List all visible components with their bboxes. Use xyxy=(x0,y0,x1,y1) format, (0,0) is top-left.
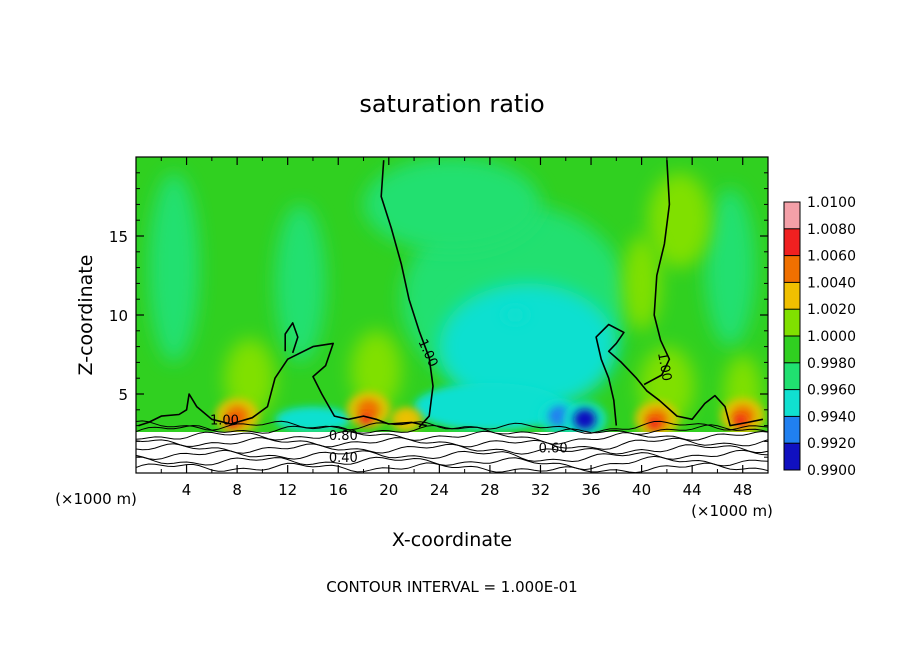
x-tick-label: 32 xyxy=(531,481,550,499)
x-tick-label: 16 xyxy=(329,481,348,499)
colorbar-label: 0.9980 xyxy=(807,356,856,372)
x-tick-label: 48 xyxy=(733,481,752,499)
colorbar-label: 0.9900 xyxy=(807,463,856,479)
colorbar-label: 0.9940 xyxy=(807,409,856,425)
colorbar-swatch xyxy=(784,336,800,363)
x-tick-label: 4 xyxy=(182,481,192,499)
field-blobs xyxy=(148,157,765,438)
field-blob xyxy=(704,188,756,347)
contour-label: 0.60 xyxy=(539,442,568,457)
contour-line-1-00 xyxy=(380,160,434,428)
colorbar-swatch xyxy=(784,282,800,310)
ground-contours xyxy=(136,420,768,473)
field-blob xyxy=(647,172,712,268)
colorbar-label: 0.9960 xyxy=(807,383,856,399)
colorbar-swatch xyxy=(784,202,800,229)
x-tick-label: 36 xyxy=(581,481,600,499)
colorbar-label: 0.9920 xyxy=(807,436,856,452)
contour-line-1-00 xyxy=(138,342,427,427)
colorbar-swatch xyxy=(784,416,800,444)
x-tick-label: 24 xyxy=(430,481,449,499)
x-tick-label: 20 xyxy=(379,481,398,499)
x-tick-label: 44 xyxy=(683,481,702,499)
ground-contour xyxy=(136,443,768,455)
x-units-right: (×1000 m) xyxy=(691,502,773,520)
x-axis-ticks: 4 8 12 16 20 24 28 32 36 40 44 48 xyxy=(160,157,752,499)
ground-contour xyxy=(136,430,768,445)
colorbar-swatch xyxy=(784,309,800,336)
y-tick-label: 5 xyxy=(118,386,128,404)
colorbar-label: 1.0080 xyxy=(807,222,856,238)
contour-interval-footer: CONTOUR INTERVAL = 1.000E-01 xyxy=(326,578,577,596)
y-tick-label: 15 xyxy=(109,228,128,246)
colorbar-label: 1.0040 xyxy=(807,275,856,291)
x-axis-label: X-coordinate xyxy=(392,529,512,551)
colorbar-label: 1.0000 xyxy=(807,329,856,345)
x-tick-label: 8 xyxy=(232,481,242,499)
y-axis-ticks: 5 10 15 xyxy=(109,172,768,458)
ground-contour xyxy=(136,437,768,450)
field-blob xyxy=(363,157,541,252)
contour-lines xyxy=(138,160,764,428)
ground-contour xyxy=(136,462,768,473)
contour-label: 1.00 xyxy=(210,413,239,428)
contour-label: 1.00 xyxy=(654,351,674,382)
field-blob xyxy=(350,330,402,410)
field-feature xyxy=(573,409,596,430)
field-peak xyxy=(648,419,661,430)
field-feature xyxy=(507,308,524,322)
colorbar-swatch xyxy=(784,255,800,283)
colorbar-label: 1.0020 xyxy=(807,302,856,318)
contour-label: 0.40 xyxy=(329,451,358,466)
chart-title: saturation ratio xyxy=(359,90,544,118)
colorbar-swatch xyxy=(784,362,800,390)
x-tick-label: 40 xyxy=(632,481,651,499)
colorbar-swatch xyxy=(784,443,800,470)
contour-line-1-00 xyxy=(643,160,671,386)
field-blob xyxy=(414,382,566,431)
y-axis-label: Z-coordinate xyxy=(75,255,97,376)
field-peak xyxy=(226,417,239,428)
colorbar-label: 1.0060 xyxy=(807,249,856,265)
x-tick-label: 12 xyxy=(278,481,297,499)
field-blob xyxy=(622,236,661,331)
field-blob xyxy=(148,172,200,363)
field-blob xyxy=(224,338,276,418)
colorbar: 1.0100 1.0080 1.0060 1.0040 1.0020 1.0000 0.99… xyxy=(783,195,856,479)
contour-label: 0.80 xyxy=(329,429,358,444)
colorbar-label: 1.0100 xyxy=(807,195,856,211)
contour-line-1-00 xyxy=(284,322,299,354)
ground-contour xyxy=(136,449,768,463)
plot-area xyxy=(136,157,768,473)
colorbar-swatch xyxy=(784,389,800,417)
colorbar-swatch xyxy=(784,228,800,256)
x-units-left: (×1000 m) xyxy=(55,490,137,508)
field-blob xyxy=(275,204,326,363)
y-tick-label: 10 xyxy=(109,307,128,325)
field-blob xyxy=(439,283,617,410)
x-tick-label: 28 xyxy=(480,481,499,499)
ground-contour xyxy=(136,420,768,434)
contour-line-1-00 xyxy=(595,323,764,427)
field-feature xyxy=(357,399,380,420)
